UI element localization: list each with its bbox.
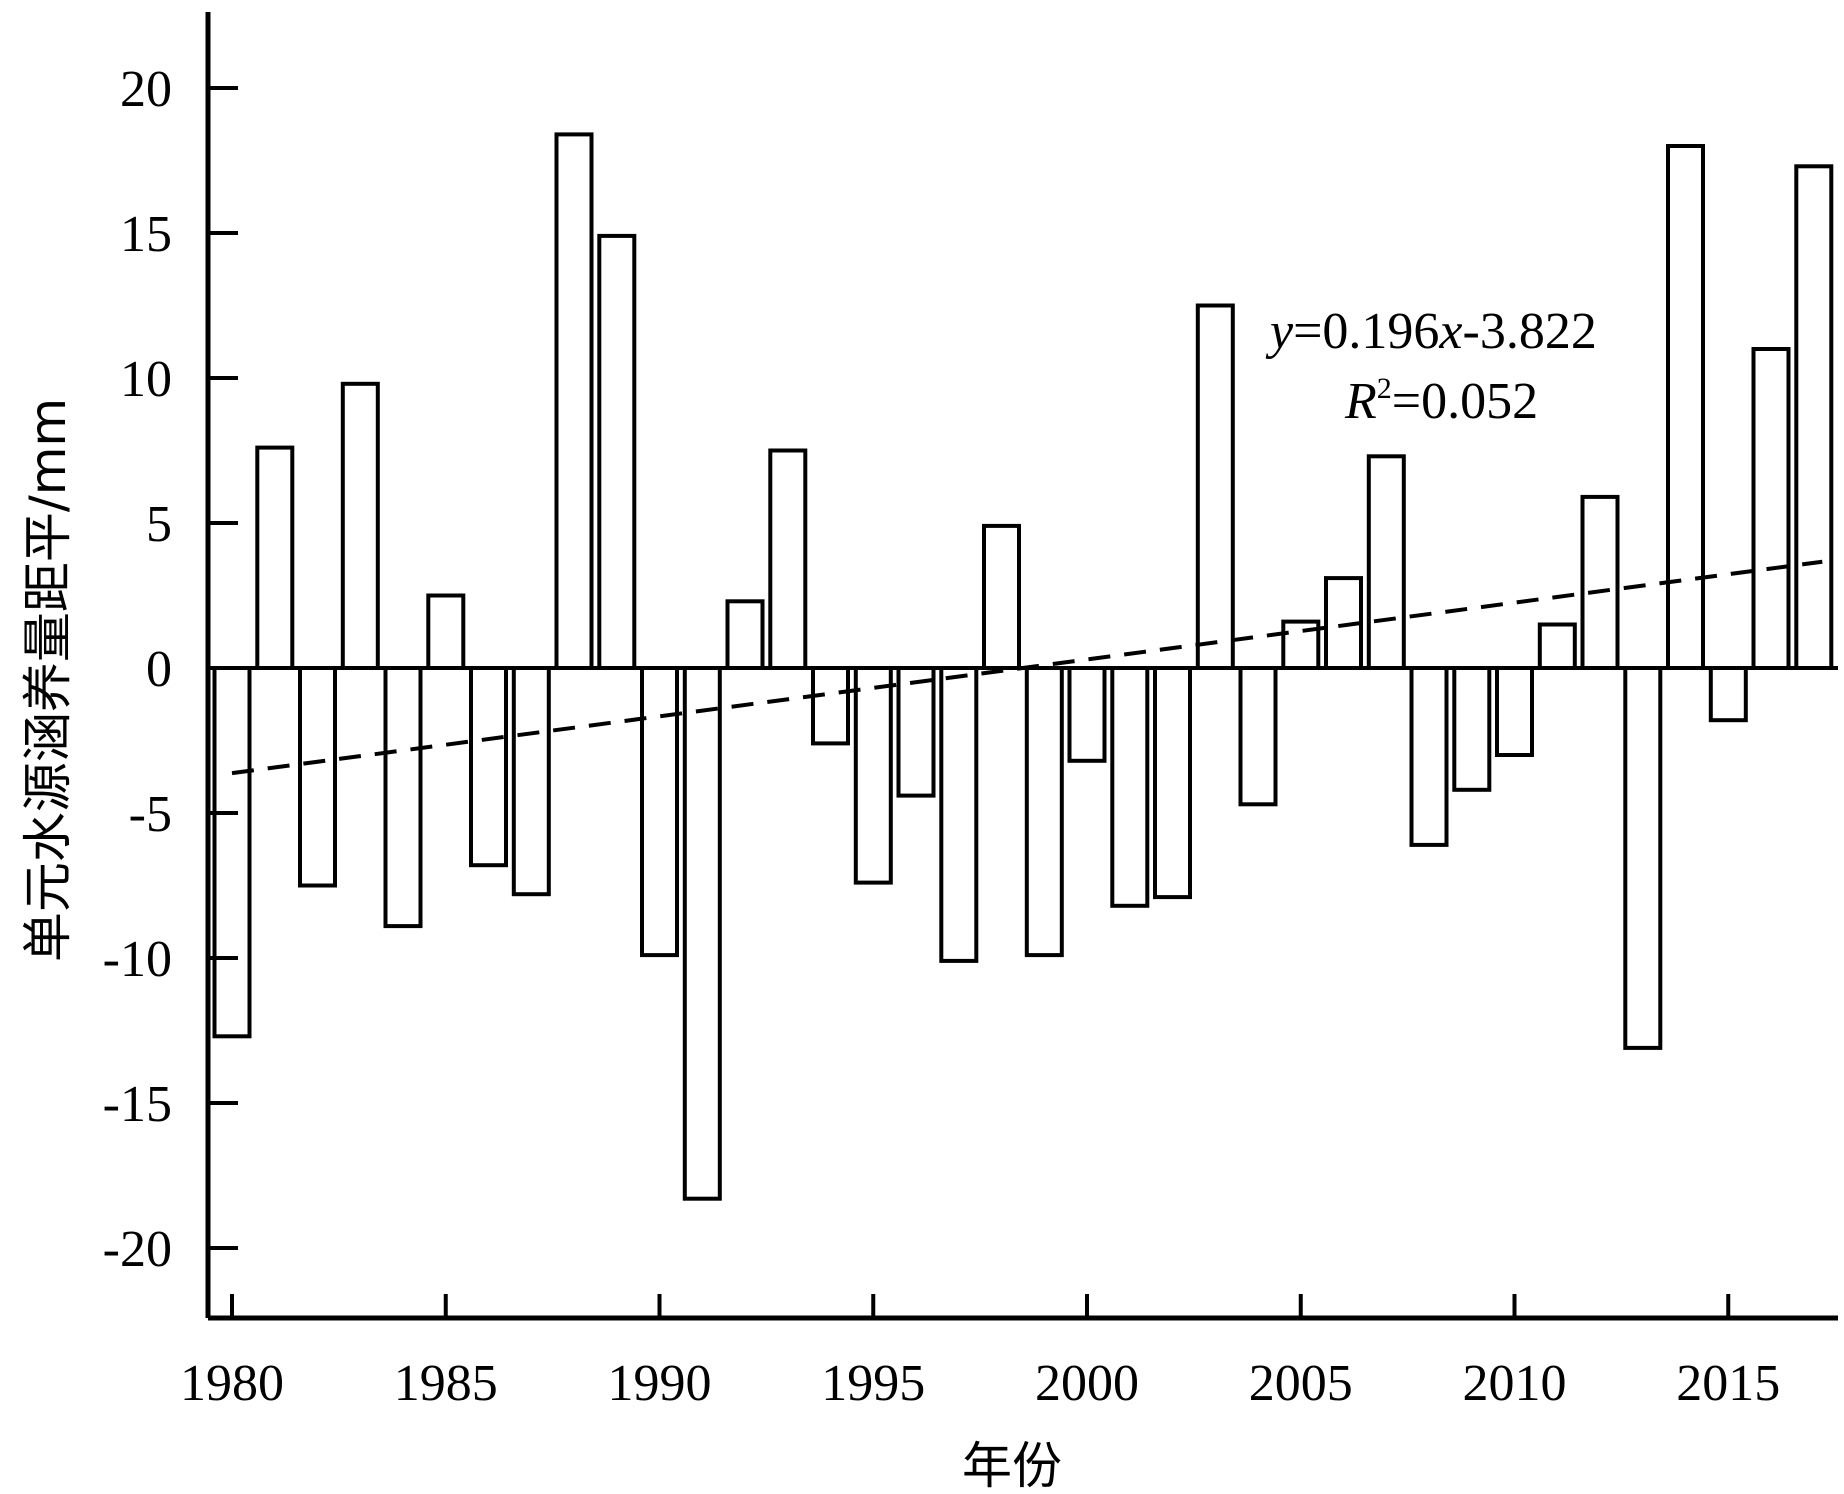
bar-1991: [682, 666, 722, 1201]
x-tick-label: 1995: [821, 1355, 925, 1412]
eq-r-value: =0.052: [1392, 373, 1538, 430]
bar-2010: [1495, 666, 1534, 757]
bar-1985: [426, 593, 466, 670]
eq-r-exponent: 2: [1377, 372, 1392, 405]
bar-2015: [1708, 666, 1748, 723]
eq-x-symbol: x: [1438, 303, 1462, 360]
x-tick-label: 2005: [1249, 1355, 1353, 1412]
bar-2002: [1153, 666, 1192, 900]
trend-equation: y=0.196x-3.822: [1265, 303, 1597, 360]
bar-2000: [1067, 666, 1107, 763]
bar-1996: [896, 666, 936, 798]
y-tick-label: 15: [120, 206, 172, 263]
bar-2008: [1409, 666, 1449, 847]
y-axis-title: 单元水源涵养量距平/mm: [19, 398, 77, 962]
bar-2003: [1195, 303, 1235, 670]
bar-2004: [1238, 666, 1278, 807]
bar-1987: [511, 666, 551, 897]
bar-2011: [1537, 622, 1577, 670]
bar-1997: [939, 666, 979, 963]
bar-1989: [597, 233, 637, 670]
x-axis-title: 年份: [962, 1437, 1062, 1494]
bar-2016: [1751, 347, 1791, 670]
x-tick-label: 1990: [608, 1355, 712, 1412]
bar-1990: [640, 666, 679, 958]
y-tick-label: 20: [120, 61, 172, 118]
bar-2012: [1580, 494, 1620, 670]
y-ticks: 20 15 10 5 0 -5 -10 -15 -20: [103, 61, 238, 1278]
y-tick-label: -20: [103, 1221, 172, 1278]
bar-2007: [1366, 454, 1406, 670]
eq-slope: =0.196: [1293, 303, 1439, 360]
bar-2013: [1623, 666, 1663, 1050]
bar-2017: [1794, 164, 1834, 671]
y-tick-label: 5: [146, 496, 172, 553]
y-tick-label: -15: [103, 1076, 172, 1133]
bars: [212, 132, 1834, 1201]
bar-1999: [1024, 666, 1064, 958]
x-ticks: 1980 1985 1990 1995 2000 2005 2010 2015: [180, 1294, 1780, 1412]
x-tick-label: 1985: [394, 1355, 498, 1412]
x-tick-label: 1980: [180, 1355, 284, 1412]
bar-1998: [982, 523, 1021, 671]
x-tick-label: 2015: [1676, 1355, 1780, 1412]
y-tick-label: -10: [103, 931, 172, 988]
axes: [205, 12, 1838, 1321]
y-tick-label: 10: [120, 351, 172, 408]
eq-y-symbol: y: [1265, 303, 1294, 360]
bar-1995: [853, 666, 893, 885]
x-tick-label: 2000: [1035, 1355, 1139, 1412]
bar-1994: [811, 666, 850, 746]
y-tick-label: -5: [129, 786, 172, 843]
bar-1983: [340, 381, 380, 670]
bar-1980: [212, 666, 252, 1039]
r-squared: R2=0.052: [1344, 372, 1538, 430]
bar-2009: [1452, 666, 1492, 792]
bar-1993: [768, 448, 808, 670]
bar-1992: [725, 599, 765, 670]
bar-2014: [1666, 144, 1705, 670]
bar-1981: [255, 445, 295, 670]
bar-1984: [383, 666, 423, 929]
bar-1988: [554, 132, 594, 670]
bar-1982: [298, 666, 337, 888]
bar-1986: [469, 666, 508, 868]
eq-intercept: -3.822: [1463, 303, 1597, 360]
x-tick-label: 2010: [1463, 1355, 1567, 1412]
eq-r-symbol: R: [1344, 373, 1377, 430]
bar-2001: [1110, 666, 1150, 908]
y-tick-label: 0: [146, 641, 172, 698]
trend-line: [231, 559, 1823, 776]
